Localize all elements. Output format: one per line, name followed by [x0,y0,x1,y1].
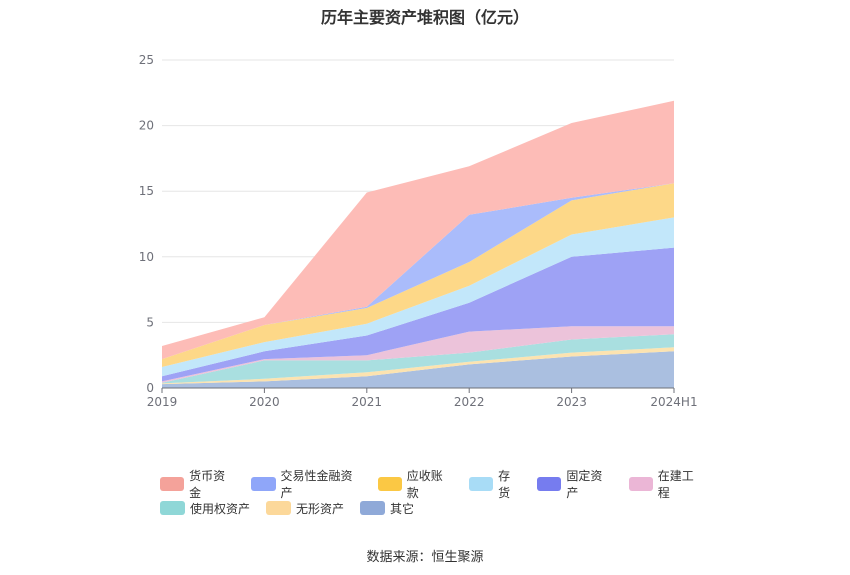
legend-item[interactable]: 无形资产 [266,500,344,517]
x-tick-label: 2020 [249,395,280,409]
legend-label: 货币资金 [189,469,226,500]
legend-swatch [160,477,185,491]
legend-label: 存货 [498,469,511,500]
legend-swatch [360,501,386,515]
stacked-area-chart: 0 5 10 15 20 25 2019 2020 2021 2022 2023 2024H1 [139,53,698,409]
area-series-1 [162,347,674,385]
legend-swatch [377,477,402,491]
chart-title: 历年主要资产堆积图（亿元） [320,8,529,27]
legend-label: 交易性金融资产 [280,469,353,500]
source-note: 数据来源：恒生聚源 [366,550,484,565]
legend-label: 应收账款 [406,469,443,500]
x-tick-label: 2024H1 [650,395,697,409]
legend-item[interactable]: 交易性金融资产 [251,467,361,501]
legend-swatch [251,477,276,491]
legend-swatch [537,477,562,491]
legend-label: 其它 [390,501,415,516]
series-areas [162,100,674,388]
legend-item[interactable]: 固定资产 [537,467,612,501]
x-tick-label: 2019 [147,395,178,409]
legend-label: 在建工程 [657,469,694,500]
area-series-4 [162,247,674,382]
area-series-7 [162,183,674,360]
legend-swatch [160,501,185,515]
legend-item[interactable]: 存货 [469,467,521,501]
area-series-2 [162,334,674,384]
area-series-0 [162,351,674,388]
y-tick-label: 20 [139,119,154,133]
y-tick-label: 25 [139,53,154,67]
y-tick-label: 15 [139,184,154,198]
axes: 0 5 10 15 20 25 2019 2020 2021 2022 2023 2024H1 [139,53,698,409]
x-tick-label: 2022 [454,395,485,409]
legend-item[interactable]: 使用权资产 [160,500,250,517]
legend-item[interactable]: 其它 [360,500,414,517]
legend-swatch [628,477,653,491]
area-series-3 [162,326,674,383]
legend-label: 固定资产 [566,469,603,500]
y-tick-label: 0 [146,381,154,395]
y-tick-label: 5 [146,315,154,329]
legend-row: 货币资金 交易性金融资产 应收账款 存货 固定资产 在建工程 [160,469,720,500]
legend-item[interactable]: 货币资金 [160,467,235,501]
x-tick-label: 2021 [352,395,383,409]
y-tick-label: 10 [139,250,154,264]
legend-swatch [266,501,292,515]
legend: 货币资金 交易性金融资产 应收账款 存货 固定资产 在建工程使用权资产 无形资产 其它 [160,469,720,520]
legend-item[interactable]: 在建工程 [628,467,704,501]
x-tick-label: 2023 [556,395,587,409]
area-series-6 [162,183,674,367]
area-series-8 [162,100,674,360]
area-series-5 [162,217,674,377]
legend-label: 无形资产 [296,501,345,516]
legend-row: 使用权资产 无形资产 其它 [160,496,720,520]
legend-label: 使用权资产 [190,501,251,516]
legend-item[interactable]: 应收账款 [377,467,453,501]
legend-swatch [469,477,494,491]
